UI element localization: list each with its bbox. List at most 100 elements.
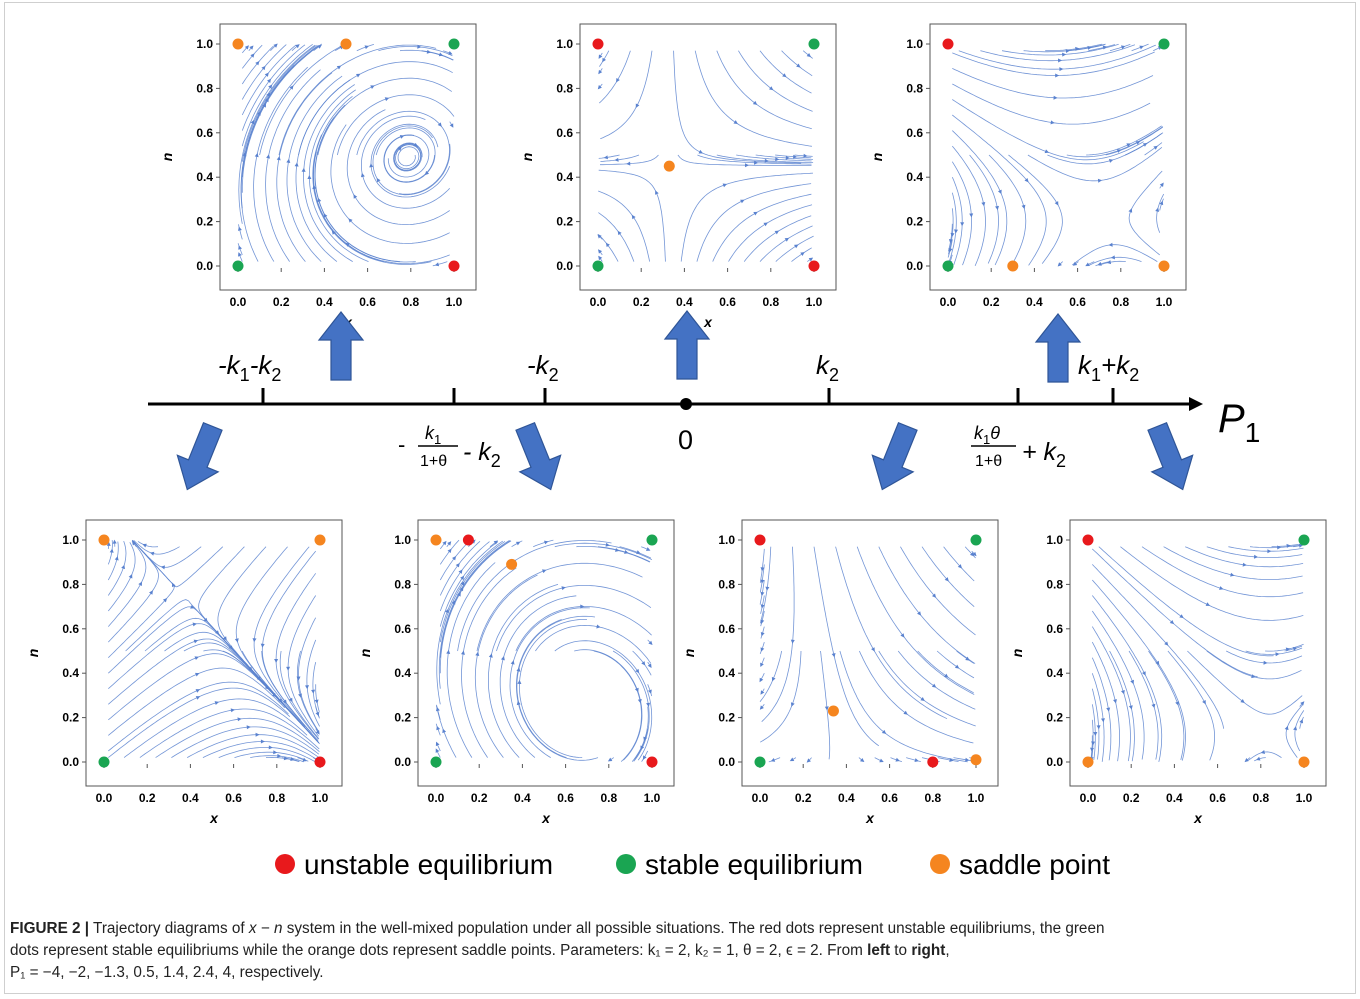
streamline [509, 607, 590, 758]
flow-arrowhead [1300, 701, 1305, 706]
flow-arrowhead [1175, 701, 1179, 706]
flow-arrowhead [277, 753, 282, 758]
streamline [515, 606, 652, 652]
streamline [1128, 170, 1163, 256]
streamline [303, 84, 355, 262]
streamline [218, 747, 315, 762]
y-tick-label: 0.0 [718, 755, 735, 769]
flow-arrowhead [790, 702, 795, 707]
x-tick-label: 0.6 [1069, 295, 1086, 309]
equilibrium-unstable [646, 756, 658, 768]
flow-arrowhead [859, 758, 865, 763]
y-tick-label: 0.8 [906, 81, 923, 95]
streamline [241, 44, 287, 100]
streamline [286, 75, 343, 262]
flow-arrowhead [1062, 52, 1067, 57]
y-axis-label: n [357, 649, 373, 658]
equilibrium-unstable [592, 38, 604, 50]
flow-arrowhead [266, 154, 271, 159]
flow-arrowhead [449, 123, 454, 128]
streamline [1228, 546, 1304, 552]
flow-arrowhead [972, 551, 977, 557]
flow-arrowhead [244, 45, 249, 50]
equilibrium-saddle [663, 160, 675, 172]
flow-arrowhead [917, 611, 922, 616]
phase-panel: 0.00.00.20.20.40.40.60.60.80.81.01.0xn [869, 23, 1187, 330]
equilibrium-saddle [1007, 260, 1019, 272]
block-arrow [1147, 421, 1194, 491]
streamline [356, 44, 375, 52]
flow-arrowhead [384, 97, 390, 102]
flow-arrowhead [195, 696, 201, 700]
streamline [759, 225, 813, 262]
streamline [241, 44, 306, 131]
flow-arrowhead [1155, 207, 1160, 212]
y-tick-label: 0.0 [556, 259, 573, 273]
equilibrium-stable [98, 756, 110, 768]
flow-arrowhead [597, 84, 602, 90]
label-k2: k2 [816, 350, 839, 385]
x-axis-label: x [865, 810, 875, 826]
flow-arrowhead [803, 153, 808, 158]
x-tick-label: 0.0 [96, 791, 113, 805]
streamline [759, 650, 782, 703]
streamline [240, 45, 319, 209]
flow-arrowhead [1091, 741, 1096, 746]
flow-arrowhead [648, 640, 653, 646]
streamline [759, 579, 765, 605]
streamline [952, 99, 1144, 161]
panel-frame [85, 519, 343, 787]
streamlines [947, 43, 1165, 267]
streamline [712, 193, 812, 262]
equilibrium-saddle [314, 534, 326, 546]
flow-arrowhead [149, 590, 153, 595]
flow-arrowhead [517, 679, 522, 685]
streamline [1141, 546, 1304, 598]
flow-arrowhead [614, 157, 619, 162]
flow-arrowhead [1096, 725, 1101, 730]
x-tick-label: 1.0 [1296, 791, 1313, 805]
flow-arrowhead [1108, 242, 1113, 247]
svg-text:1+θ: 1+θ [420, 453, 447, 470]
label-neg-k1-k2: -k1-k2 [218, 350, 281, 385]
flow-arrowhead [1072, 261, 1078, 266]
streamlines [237, 43, 455, 267]
streamline [947, 239, 953, 258]
streamline [276, 72, 333, 262]
equilibrium-saddle [506, 558, 518, 570]
flow-arrowhead [360, 172, 365, 178]
x-tick-label: 0.4 [676, 295, 693, 309]
streamline [439, 539, 460, 565]
flow-arrowhead [399, 135, 405, 139]
streamline [1156, 193, 1165, 233]
flow-arrowhead [195, 689, 201, 693]
block-arrow [176, 421, 223, 491]
x-tick-label: 0.6 [359, 295, 376, 309]
flow-arrowhead [900, 633, 905, 638]
svg-text:-: - [398, 432, 405, 457]
equilibrium-stable [754, 756, 766, 768]
streamline [802, 50, 813, 59]
y-axis-label: n [869, 153, 885, 162]
caption-label: FIGURE 2 | [10, 920, 90, 937]
flow-arrowhead [765, 586, 770, 591]
legend-label-stable: stable equilibrium [645, 849, 863, 880]
flow-arrowhead [268, 745, 273, 750]
flow-arrowhead [760, 662, 764, 668]
flow-arrowhead [290, 757, 295, 762]
flow-arrowhead [1120, 45, 1126, 50]
streamline [1092, 564, 1225, 729]
flow-arrowhead [1299, 718, 1304, 724]
streamline [139, 708, 320, 758]
flow-arrowhead [617, 230, 622, 236]
streamline [1249, 544, 1302, 549]
streamline [599, 50, 631, 104]
figure-canvas: 0.00.00.20.20.40.40.60.60.80.81.01.0xn0.… [25, 23, 1327, 880]
flow-arrowhead [596, 624, 601, 629]
flow-arrowhead [458, 569, 463, 574]
streamline [956, 650, 975, 664]
x-tick-label: 0.8 [924, 791, 941, 805]
flow-arrowhead [435, 706, 440, 712]
flow-arrowhead [602, 57, 607, 63]
flow-arrowhead [598, 255, 603, 261]
